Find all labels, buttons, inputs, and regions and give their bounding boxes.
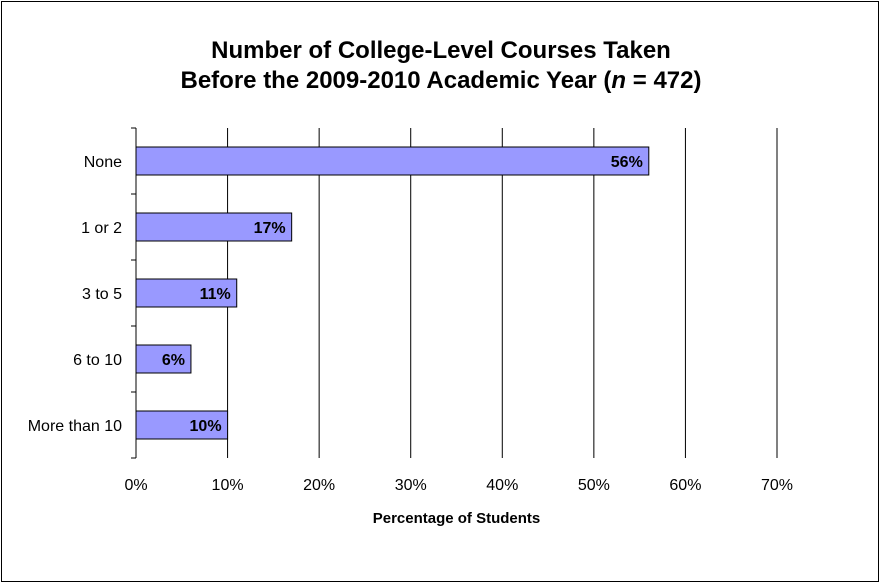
bar-value-label-3: 6%: [162, 352, 185, 369]
chart-title-line1: Number of College-Level Courses Taken: [211, 37, 671, 64]
chart-title-line2: Before the 2009-2010 Academic Year (n = …: [0, 66, 882, 96]
category-label-2: 3 to 5: [82, 286, 122, 303]
bar-value-label-4: 10%: [190, 418, 222, 435]
bar-value-label-2: 11%: [200, 286, 231, 303]
bar-1: [135, 212, 293, 242]
chart-title-n: n: [611, 67, 627, 94]
bar-value-label-0: 56%: [611, 154, 643, 171]
chart-title-line2-suffix: = 472): [626, 67, 702, 94]
category-label-4: More than 10: [28, 418, 122, 435]
category-label-0: None: [84, 154, 122, 171]
x-tick-label-40: 40%: [486, 477, 518, 494]
category-label-1: 1 or 2: [81, 220, 122, 237]
x-tick-label-20: 20%: [303, 477, 335, 494]
x-tick-label-50: 50%: [578, 477, 610, 494]
x-tick-label-10: 10%: [212, 477, 244, 494]
category-label-3: 6 to 10: [73, 352, 122, 369]
x-tick-label-30: 30%: [395, 477, 427, 494]
x-tick-label-0: 0%: [124, 477, 147, 494]
x-tick-label-70: 70%: [761, 477, 793, 494]
bar-4: [135, 410, 229, 440]
x-axis-title: Percentage of Students: [373, 510, 541, 527]
chart-title-line2-prefix: Before the 2009-2010 Academic Year (: [180, 67, 612, 94]
bar-0: [135, 146, 650, 176]
bar-value-label-1: 17%: [254, 220, 286, 237]
bar-2: [135, 278, 238, 308]
x-tick-label-60: 60%: [669, 477, 701, 494]
bar-3: [135, 344, 192, 374]
chart-title: Number of College-Level Courses Taken Be…: [0, 36, 882, 96]
